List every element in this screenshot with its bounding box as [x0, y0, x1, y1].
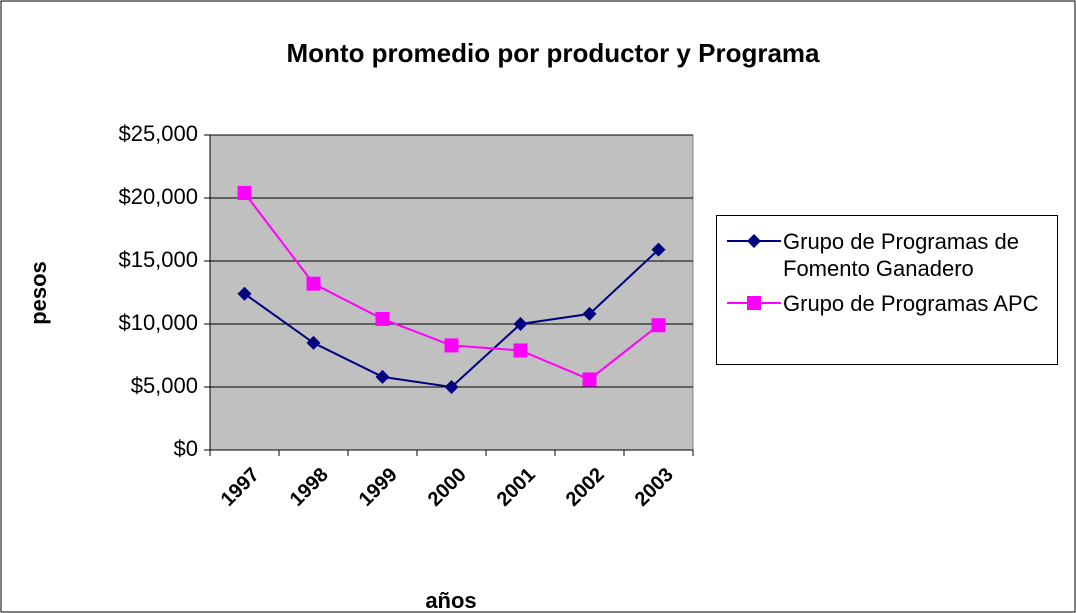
- y-tick-label: $0: [174, 436, 198, 461]
- data-point: [651, 242, 666, 257]
- data-point: [237, 185, 252, 200]
- y-axis-label: pesos: [26, 261, 51, 325]
- y-tick-label: $20,000: [118, 184, 198, 209]
- data-point: [582, 372, 597, 387]
- data-point: [513, 343, 528, 358]
- data-point: [513, 317, 528, 331]
- data-point: [306, 335, 321, 350]
- data-point: [582, 306, 597, 321]
- legend-item: Grupo de Programas APC: [725, 290, 1053, 317]
- chart-title: Monto promedio por productor y Programa: [286, 38, 820, 68]
- legend-marker: [747, 234, 761, 248]
- x-axis-label: años: [425, 588, 476, 613]
- data-point: [237, 286, 252, 301]
- data-point: [375, 369, 390, 384]
- data-point: [444, 380, 459, 394]
- y-tick-label: $5,000: [131, 373, 198, 398]
- legend-label: Grupo de Programas APC: [783, 291, 1039, 316]
- y-tick-label: $10,000: [118, 310, 198, 335]
- y-tick-label: $25,000: [118, 121, 198, 146]
- legend-swatch: [727, 296, 781, 310]
- legend-marker: [747, 296, 761, 310]
- legend-label: Grupo de Programas de Fomento Ganadero: [783, 229, 1020, 281]
- plot-area: [209, 134, 694, 451]
- data-point: [375, 311, 390, 326]
- data-point: [444, 338, 459, 353]
- data-point: [651, 318, 666, 333]
- legend-item: Grupo de Programas de Fomento Ganadero: [725, 228, 1053, 282]
- legend: Grupo de Programas de Fomento Ganadero Gr…: [716, 215, 1058, 365]
- legend-swatch: [727, 234, 781, 248]
- y-tick-label: $15,000: [118, 247, 198, 272]
- data-point: [306, 276, 321, 291]
